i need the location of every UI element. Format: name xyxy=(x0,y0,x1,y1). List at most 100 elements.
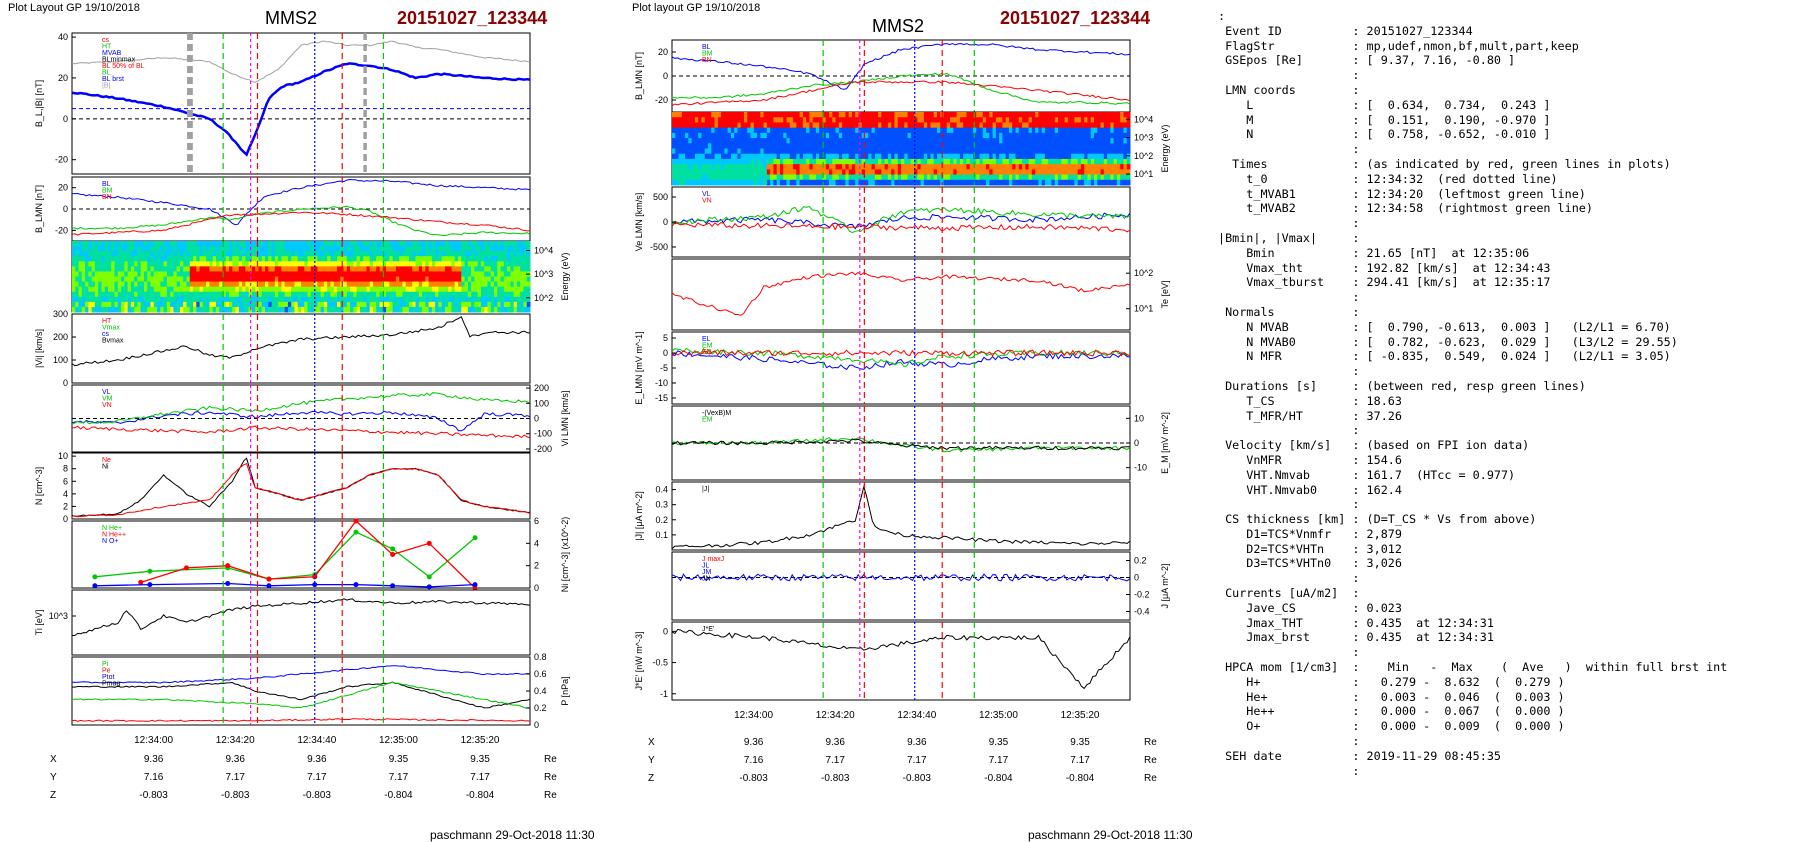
spectrogram-cell xyxy=(170,271,174,277)
spectrogram-cell xyxy=(848,122,853,129)
spectrogram-cell xyxy=(799,158,804,165)
spectrogram-cell xyxy=(173,271,178,277)
spectrogram-cell xyxy=(526,251,531,257)
spectrogram-cell xyxy=(936,169,941,176)
spectrogram-cell xyxy=(412,251,416,257)
spectrogram-cell xyxy=(464,266,469,272)
spectrogram-cell xyxy=(747,169,752,176)
spectrogram-cell xyxy=(85,296,89,303)
spectrogram-cell xyxy=(291,266,295,272)
spectrogram-cell xyxy=(461,306,466,313)
spectrogram-cell xyxy=(707,169,712,176)
spectrogram-cell xyxy=(822,148,827,155)
spectrogram-cell xyxy=(940,117,945,123)
spectrogram-cell xyxy=(111,256,116,262)
spectrogram-cell xyxy=(995,138,1000,144)
spectrogram-cell xyxy=(121,271,125,277)
spectrogram-cell xyxy=(474,301,479,308)
spectrogram-cell xyxy=(1090,132,1095,139)
spectrogram-cell xyxy=(94,286,99,293)
spectrogram-cell xyxy=(268,251,273,257)
spectrogram-cell xyxy=(435,301,439,308)
spectrogram-cell xyxy=(999,158,1003,165)
spectrogram-cell xyxy=(327,241,331,247)
spectrogram-cell xyxy=(1008,127,1013,134)
spectrogram-cell xyxy=(127,241,132,247)
spectrogram-cell xyxy=(1113,112,1118,118)
spectrogram-cell xyxy=(307,291,312,298)
spectrogram-cell xyxy=(494,306,498,313)
spectrogram-cell xyxy=(284,296,289,303)
spectrogram-cell xyxy=(245,301,250,308)
spectrogram-cell xyxy=(441,281,446,288)
spectrogram-cell xyxy=(793,132,797,139)
spectrogram-cell xyxy=(245,281,250,288)
spectrogram-cell xyxy=(134,281,138,288)
spectrogram-cell xyxy=(101,296,106,303)
spectrogram-cell xyxy=(884,158,889,165)
spectrogram-cell xyxy=(1015,132,1020,139)
spectrogram-cell xyxy=(353,286,358,293)
data-point xyxy=(472,535,478,541)
spectrogram-cell xyxy=(261,266,266,272)
spectrogram-cell xyxy=(953,164,958,170)
spectrogram-cell xyxy=(487,251,492,257)
spectrogram-cell xyxy=(369,261,374,267)
spectrogram-cell xyxy=(369,286,374,293)
spectrogram-cell xyxy=(451,291,456,298)
spectrogram-cell xyxy=(809,148,814,155)
spectrogram-cell xyxy=(1015,127,1020,134)
spectrogram-cell xyxy=(1100,122,1105,129)
spectrogram-cell xyxy=(783,153,787,160)
spectrogram-cell xyxy=(229,256,233,262)
spectrogram-cell xyxy=(147,266,152,272)
spectrogram-cell xyxy=(917,148,922,155)
position-value: -0.803 xyxy=(903,773,932,784)
spectrogram-cell xyxy=(685,164,689,170)
spectrogram-cell xyxy=(1077,164,1082,170)
spectrogram-cell xyxy=(770,153,774,160)
spectrogram-cell xyxy=(366,266,371,272)
spectrogram-cell xyxy=(238,296,243,303)
spectrogram-cell xyxy=(464,246,469,252)
spectrogram-cell xyxy=(730,169,735,176)
spectrogram-cell xyxy=(183,256,187,262)
spectrogram-cell xyxy=(819,179,823,186)
spectrogram-cell xyxy=(510,251,515,257)
spectrogram-cell xyxy=(490,266,495,272)
spectrogram-cell xyxy=(763,169,768,176)
spectrogram-cell xyxy=(779,164,784,170)
spectrogram-cell xyxy=(865,179,869,186)
spectrogram-cell xyxy=(779,148,784,155)
spectrogram-cell xyxy=(186,276,191,283)
spectrogram-cell xyxy=(907,158,912,165)
spectrogram-cell xyxy=(408,301,413,308)
spectrogram-cell xyxy=(946,143,951,149)
spectrogram-cell xyxy=(81,286,86,293)
spectrogram-cell xyxy=(757,158,761,165)
spectrogram-cell xyxy=(1005,122,1010,129)
spectrogram-cell xyxy=(861,164,866,170)
spectrogram-cell xyxy=(1048,143,1052,149)
spectrogram-cell xyxy=(186,266,191,272)
spectrogram-cell xyxy=(323,266,328,272)
spectrogram-cell xyxy=(891,132,895,139)
spectrogram-cell xyxy=(480,276,485,283)
spectrogram-cell xyxy=(418,241,423,247)
spectrogram-cell xyxy=(711,153,716,160)
spectrogram-cell xyxy=(287,296,292,303)
spectrogram-cell xyxy=(688,122,693,129)
spectrogram-cell xyxy=(724,148,729,155)
spectrogram-cell xyxy=(1120,174,1124,181)
spectrogram-cell xyxy=(855,122,859,129)
spectrogram-cell xyxy=(1077,132,1082,139)
spectrogram-cell xyxy=(943,143,948,149)
spectrogram-cell xyxy=(199,241,204,247)
spectrogram-cell xyxy=(140,296,145,303)
spectrogram-cell xyxy=(310,261,315,267)
spectrogram-cell xyxy=(441,271,446,277)
spectrogram-cell xyxy=(927,117,931,123)
spectrogram-cell xyxy=(98,306,102,313)
position-value: 9.36 xyxy=(225,754,245,765)
spectrogram-cell xyxy=(104,281,109,288)
